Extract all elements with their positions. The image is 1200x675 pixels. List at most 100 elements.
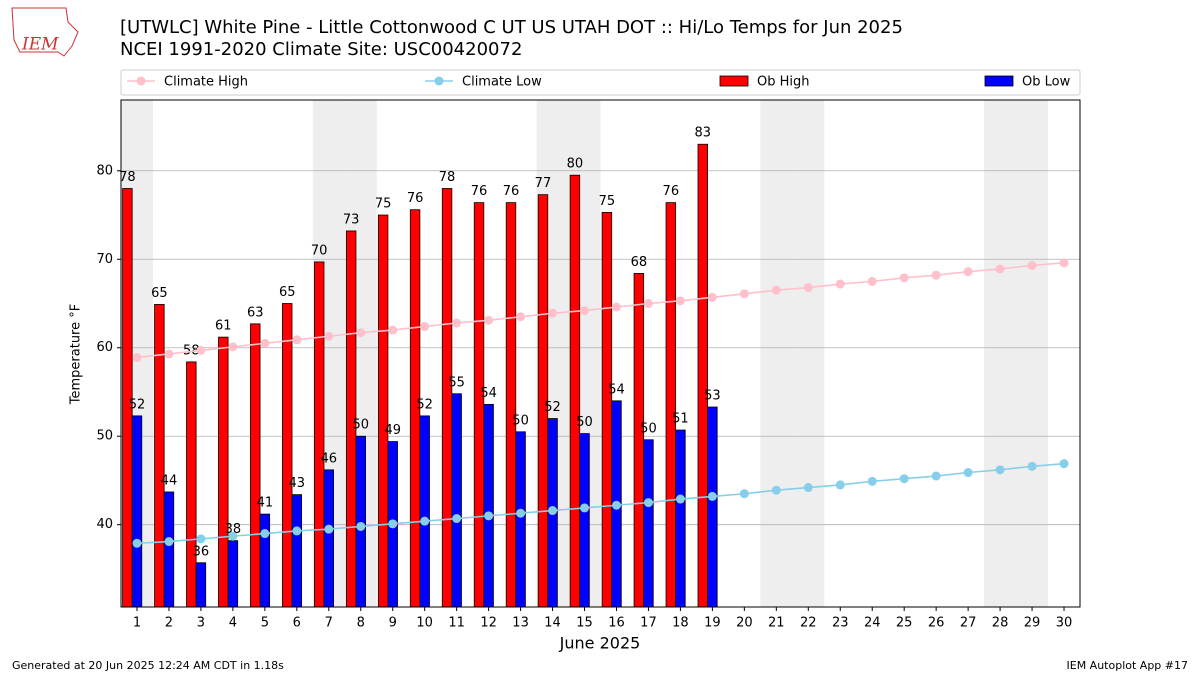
bar: [154, 303, 165, 608]
value-label: 65: [151, 286, 168, 301]
bar: [451, 393, 462, 608]
x-tick-label: 20: [736, 616, 753, 631]
bar: [483, 403, 494, 608]
logo-text: IEM: [21, 35, 59, 55]
bar: [707, 406, 718, 608]
line-marker: [292, 335, 302, 345]
line-marker: [1027, 260, 1037, 270]
x-tick-label: 30: [1056, 616, 1073, 631]
line-marker: [324, 524, 334, 534]
value-label: 38: [225, 522, 242, 537]
bar: [505, 202, 517, 608]
line-marker: [643, 299, 653, 309]
line-marker: [388, 325, 398, 335]
line-marker: [643, 498, 653, 508]
line-marker: [995, 264, 1005, 274]
value-label: 78: [439, 170, 456, 185]
value-label: 78: [119, 170, 136, 185]
line-marker: [516, 508, 526, 518]
x-tick-label: 11: [448, 616, 465, 631]
bar: [282, 303, 293, 608]
bar: [163, 491, 175, 608]
bar: [250, 323, 261, 608]
line-marker: [867, 276, 877, 286]
value-label: 51: [672, 412, 689, 427]
x-tick-label: 4: [229, 616, 237, 631]
value-label: 44: [161, 473, 178, 488]
value-label: 41: [257, 496, 274, 511]
value-label: 61: [215, 319, 232, 334]
footer-right: IEM Autoplot App #17: [1067, 659, 1189, 672]
value-label: 53: [704, 389, 721, 404]
value-label: 50: [512, 413, 529, 428]
value-label: 75: [375, 197, 392, 212]
value-label: 75: [599, 194, 616, 209]
bar: [259, 513, 271, 608]
line-marker: [356, 521, 366, 531]
x-tick-label: 10: [416, 616, 433, 631]
value-label: 76: [663, 184, 680, 199]
line-marker: [452, 514, 462, 524]
line-marker: [1059, 258, 1069, 268]
x-axis-label: June 2025: [559, 634, 641, 653]
line-marker: [228, 342, 238, 352]
value-label: 54: [608, 382, 625, 397]
line-marker: [164, 349, 174, 359]
value-label: 52: [544, 400, 561, 415]
line-marker: [739, 489, 749, 499]
value-label: 76: [407, 191, 424, 206]
line-marker: [516, 312, 526, 322]
x-tick-label: 27: [960, 616, 977, 631]
value-label: 54: [480, 386, 497, 401]
x-tick-label: 14: [544, 616, 561, 631]
line: [136, 462, 1065, 545]
bar: [579, 433, 590, 608]
line-marker: [132, 352, 142, 362]
weekend-shade: [984, 100, 1017, 607]
bar: [186, 361, 197, 608]
line-marker: [356, 328, 366, 338]
bar: [675, 429, 686, 608]
x-tick-label: 29: [1024, 616, 1041, 631]
bar: [355, 435, 366, 608]
logo-outline: [11, 7, 79, 57]
y-axis-label: Temperature °F: [69, 304, 84, 405]
footer-left: Generated at 20 Jun 2025 12:24 AM CDT in…: [12, 659, 284, 672]
x-tick-label: 22: [800, 616, 817, 631]
line-marker: [132, 538, 142, 548]
line-marker: [995, 465, 1005, 475]
x-tick-label: 15: [576, 616, 593, 631]
bar: [515, 431, 526, 608]
x-tick-label: 17: [640, 616, 657, 631]
value-label: 76: [503, 184, 520, 199]
value-label: 50: [576, 415, 593, 430]
bar: [218, 336, 229, 608]
bar: [601, 211, 613, 608]
line-marker: [388, 519, 398, 529]
weekend-shade: [792, 100, 825, 607]
value-label: 83: [695, 126, 712, 141]
line-marker: [420, 322, 430, 332]
line-marker: [803, 483, 813, 493]
line-marker: [420, 516, 430, 526]
value-label: 43: [289, 476, 306, 491]
bar: [131, 415, 143, 608]
bar: [633, 273, 645, 608]
x-tick-label: 24: [864, 616, 881, 631]
value-label: 46: [321, 451, 338, 466]
line-marker: [675, 296, 685, 306]
x-tick-label: 3: [197, 616, 205, 631]
line-marker: [707, 491, 717, 501]
bar: [195, 562, 207, 608]
value-label: 68: [631, 255, 648, 270]
x-tick-label: 18: [672, 616, 689, 631]
bar: [473, 202, 485, 608]
y-tick-label: 70: [96, 252, 113, 267]
chart-title: [UTWLC] White Pine - Little Cottonwood C…: [120, 17, 903, 38]
bar: [377, 214, 389, 608]
line-marker: [931, 471, 941, 481]
x-tick-label: 7: [325, 616, 333, 631]
legend-label: Climate Low: [462, 75, 542, 90]
value-label: 76: [471, 184, 488, 199]
